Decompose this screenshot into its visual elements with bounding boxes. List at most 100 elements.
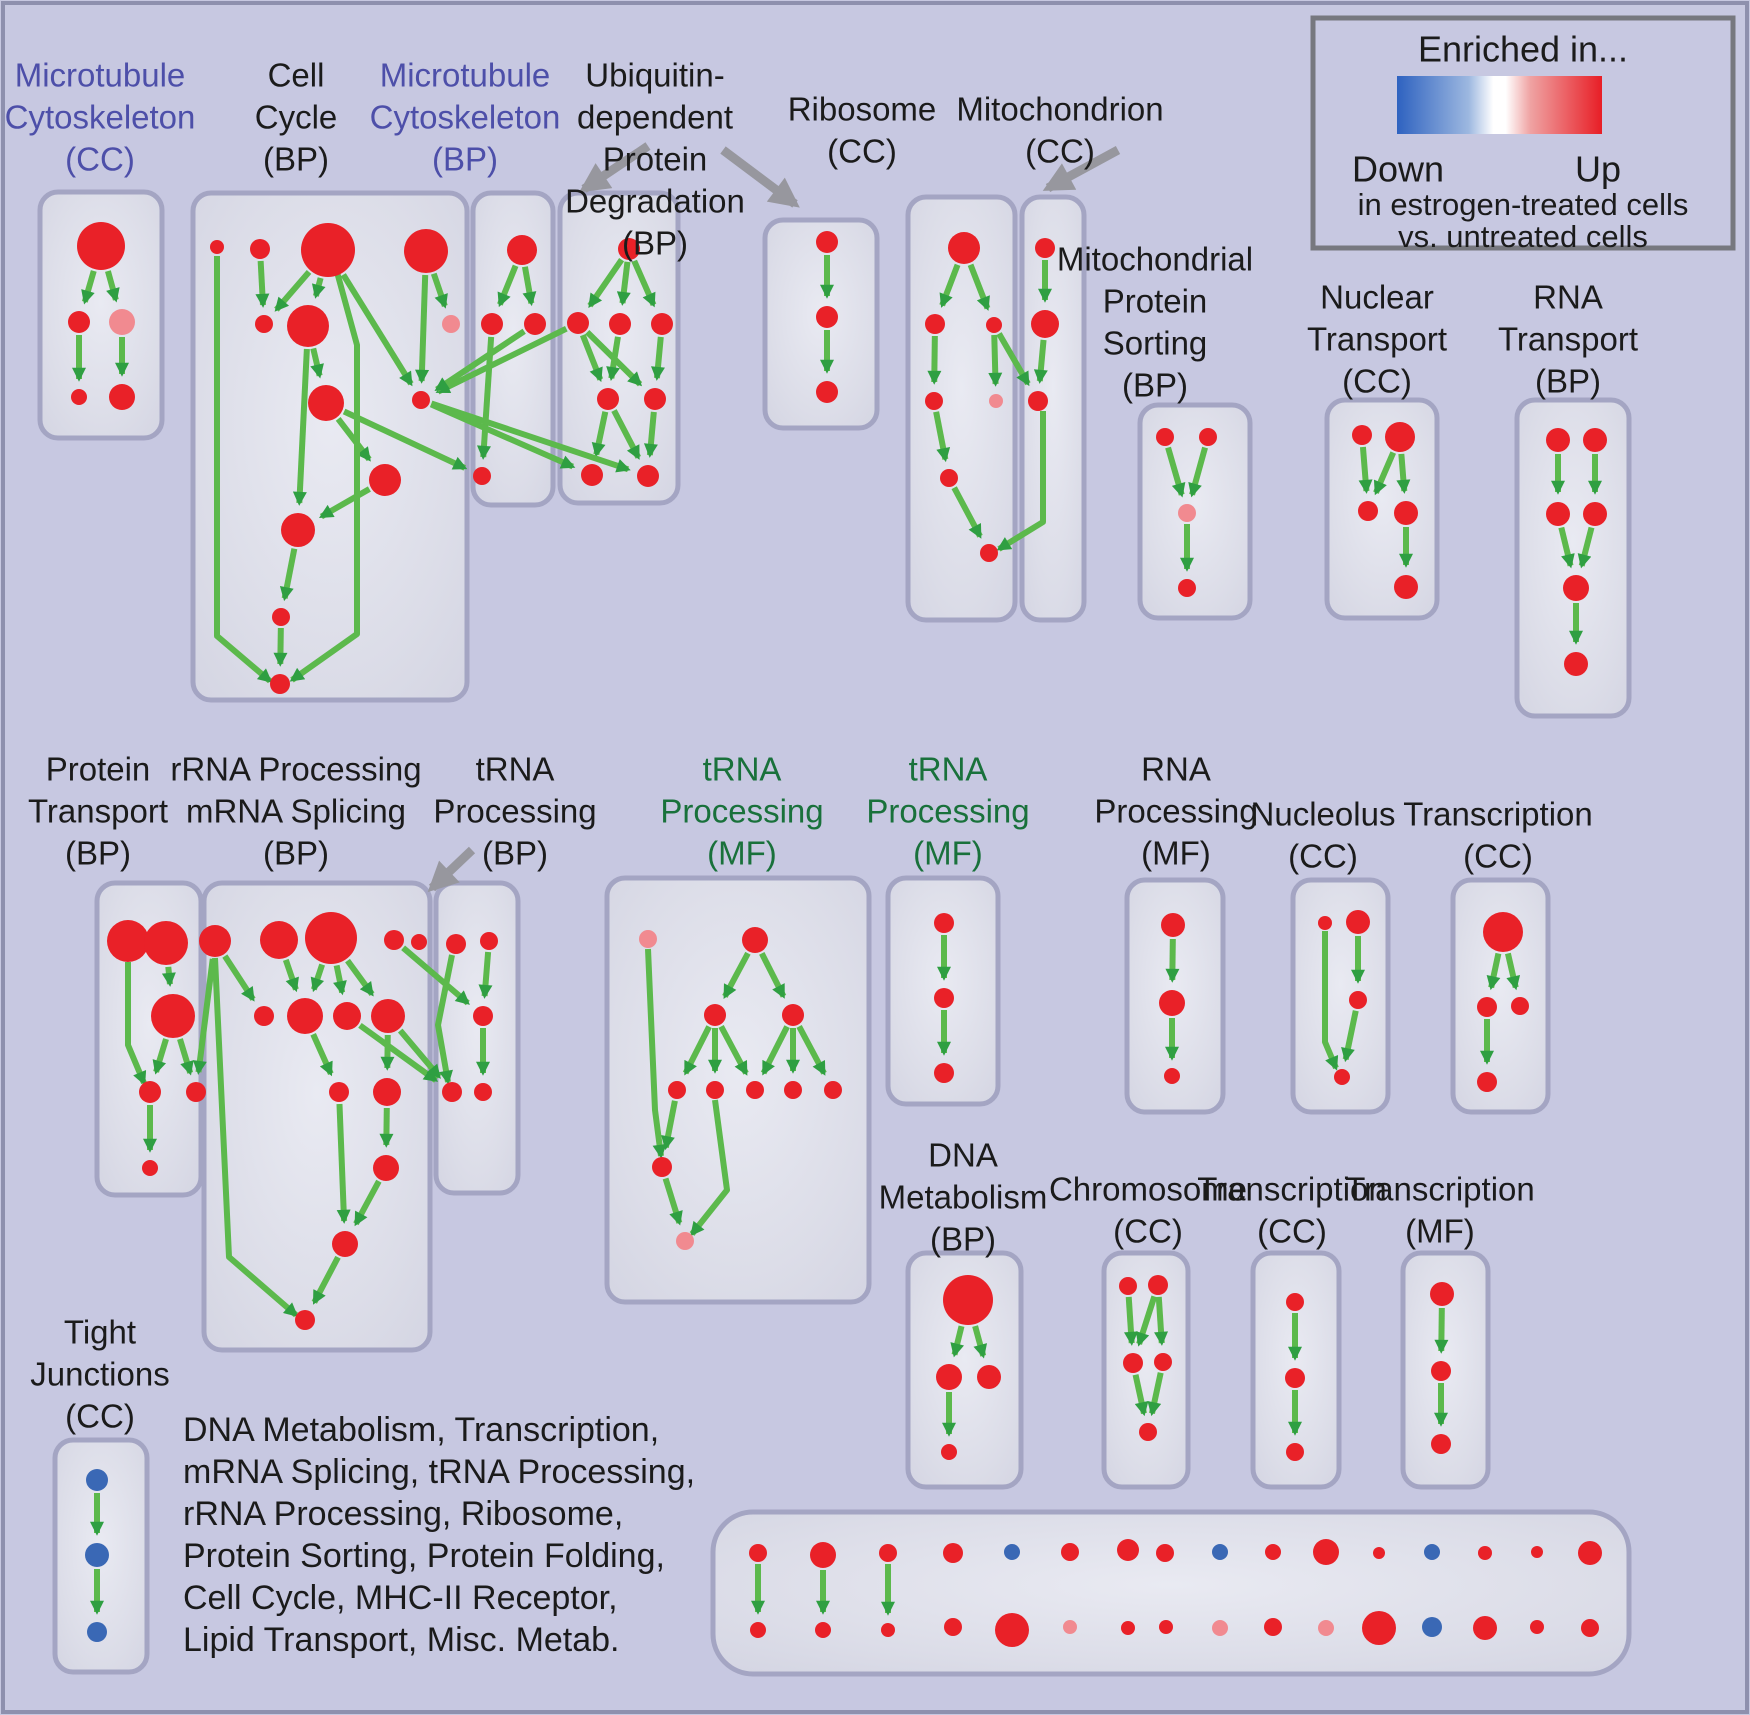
go-term-node-chromosome-cc-0 (1119, 1277, 1137, 1295)
go-term-node-trna-processing-mf-2-0 (934, 913, 954, 933)
go-term-node-nuclear-transport-cc-3 (1394, 501, 1418, 525)
go-term-node-rna-transport-bp-5 (1564, 652, 1588, 676)
edge-arrow (521, 266, 537, 307)
go-term-node-microtubule-cytoskeleton-cc-2 (109, 309, 135, 335)
go-term-node-microtubule-cytoskeleton-cc-3 (71, 389, 87, 405)
edge-arrow (318, 486, 371, 520)
go-term-node-ribosome-cc-3 (925, 392, 943, 410)
edge-arrow (255, 260, 270, 308)
edge-arrow (661, 1100, 678, 1151)
cluster-label-microtubule-cytoskeleton-bp: (BP) (432, 141, 498, 178)
edge-arrow (434, 328, 526, 392)
go-term-node-rna-transport-bp-2 (1546, 502, 1570, 526)
edge-arrow (1132, 1374, 1149, 1417)
go-term-node-shared-go-terms-matrix-2 (879, 1544, 897, 1562)
edge-arrow (996, 411, 1046, 552)
cluster-label-protein-transport-bp: Protein (46, 751, 151, 788)
go-term-node-cell-cycle-bp-1 (250, 239, 270, 259)
cluster-label-ubiquitin-dependent-protein-degradation-bp: (BP) (622, 225, 688, 262)
cluster-label-trna-processing-bp: (BP) (482, 835, 548, 872)
edge-arrow (342, 408, 468, 471)
go-term-node-rrna-processing-mrna-splicing-bp-4 (411, 934, 427, 950)
go-term-node-shared-go-terms-matrix-10 (1313, 1539, 1339, 1565)
go-term-node-shared-go-terms-matrix-12 (1424, 1544, 1440, 1560)
go-term-node-ubiquitin-degradation-1-6 (581, 464, 603, 486)
cluster-label-trna-processing-mf-2: (MF) (913, 835, 983, 872)
go-term-node-rrna-processing-mrna-splicing-bp-13 (295, 1310, 315, 1330)
go-term-node-rrna-processing-mrna-splicing-bp-7 (333, 1002, 361, 1030)
edge-arrow (125, 962, 147, 1086)
cluster-label-transcription-mf: Transcription (1345, 1171, 1535, 1208)
cluster-label-transcription-cc-row3: Transcription (1197, 1171, 1387, 1208)
go-term-node-rna-processing-mf-1 (1159, 990, 1185, 1016)
edge-arrow (611, 409, 641, 460)
legend-subtitle-line2: vs. untreated cells (1398, 219, 1648, 254)
go-term-node-trna-processing-mf-1-8 (824, 1081, 842, 1099)
edge-arrow (1154, 1296, 1169, 1346)
edge-arrow (1147, 1372, 1164, 1417)
go-term-node-shared-go-terms-matrix-14 (1531, 1546, 1543, 1558)
go-term-node-dna-metabolism-bp-3 (941, 1444, 957, 1460)
edge-arrow (1486, 952, 1502, 991)
edge-arrow (1135, 1295, 1158, 1347)
go-term-node-shared-go-terms-matrix-20 (995, 1613, 1029, 1647)
go-term-node-ribosome-cc-4 (989, 394, 1003, 408)
go-term-node-rna-transport-bp-0 (1546, 428, 1570, 452)
go-term-node-ubiquitin-degradation-1-4 (597, 388, 619, 410)
edge-arrow (435, 326, 568, 395)
go-term-node-chromosome-cc-4 (1139, 1423, 1157, 1441)
go-term-node-trna-processing-bp-2 (473, 1006, 493, 1026)
edge-arrow (1434, 1307, 1449, 1354)
go-term-node-ribosome-cc-1 (925, 314, 945, 334)
go-term-node-ubiquitin-degradation-2-1 (816, 306, 838, 328)
cluster-box-nucleolus-cc (1290, 877, 1391, 1115)
go-term-node-cell-cycle-bp-2 (301, 223, 355, 277)
edge-arrow (478, 951, 493, 999)
go-term-node-tight-junctions-cc-1 (85, 1543, 109, 1567)
edge-arrow (177, 1038, 194, 1076)
edge-arrow (310, 347, 324, 379)
go-term-node-ubiquitin-degradation-1-0 (618, 238, 640, 260)
go-term-node-protein-transport-bp-4 (186, 1082, 206, 1102)
go-term-node-shared-go-terms-matrix-11 (1373, 1547, 1385, 1559)
go-term-node-rrna-processing-mrna-splicing-bp-5 (254, 1006, 274, 1026)
edge-arrow (967, 263, 991, 311)
go-term-node-shared-go-terms-matrix-0 (749, 1544, 767, 1562)
go-term-node-shared-go-terms-matrix-13 (1478, 1546, 1492, 1560)
edge-arrow (1577, 526, 1595, 569)
cluster-box-chromosome-cc (1101, 1250, 1191, 1490)
go-term-node-shared-go-terms-matrix-29 (1473, 1616, 1497, 1640)
cluster-label-microtubule-cytoskeleton-cc: Cytoskeleton (5, 99, 196, 136)
go-term-node-ubiquitin-degradation-1-1 (567, 312, 589, 334)
cluster-label-transcription-cc-row2: (CC) (1463, 838, 1533, 875)
go-term-node-shared-go-terms-matrix-25 (1264, 1618, 1282, 1636)
cluster-label-dna-metabolism-bp: Metabolism (879, 1179, 1048, 1216)
cluster-label-trna-processing-bp: Processing (433, 793, 596, 830)
cluster-label-rna-transport-bp: RNA (1533, 279, 1603, 316)
cluster-label-chromosome-cc: Chromosome (1049, 1171, 1247, 1208)
edge-arrow (311, 277, 326, 299)
edge-arrow (616, 261, 631, 306)
go-term-node-transcription-cc-row3-2 (1286, 1443, 1304, 1461)
go-term-node-shared-go-terms-matrix-15 (1578, 1541, 1602, 1565)
go-term-node-cell-cycle-bp-3 (404, 229, 448, 273)
go-term-node-trna-processing-bp-1 (480, 932, 498, 950)
go-term-node-mitochondrion-cc-0 (1035, 238, 1055, 258)
edge-arrow (345, 958, 375, 997)
edge-arrow (397, 1028, 442, 1079)
edge-arrow (1558, 526, 1575, 569)
go-term-node-ribosome-cc-6 (980, 544, 998, 562)
edge-arrow (336, 1103, 351, 1224)
edge-arrow (662, 1177, 683, 1226)
merged-clusters-note-line: rRNA Processing, Ribosome, (183, 1495, 623, 1533)
label-pointer-arrow (720, 146, 800, 208)
go-term-node-mitochondrial-protein-sorting-bp-0 (1156, 428, 1174, 446)
cluster-label-protein-transport-bp: Transport (28, 793, 168, 830)
go-term-node-ubiquitin-degradation-2-0 (816, 231, 838, 253)
edge-arrow (796, 1025, 827, 1076)
go-term-node-shared-go-terms-matrix-21 (1063, 1620, 1077, 1634)
edge-arrow (310, 1033, 334, 1077)
go-term-node-transcription-cc-row2-2 (1511, 997, 1529, 1015)
edge-arrow (1188, 446, 1208, 498)
